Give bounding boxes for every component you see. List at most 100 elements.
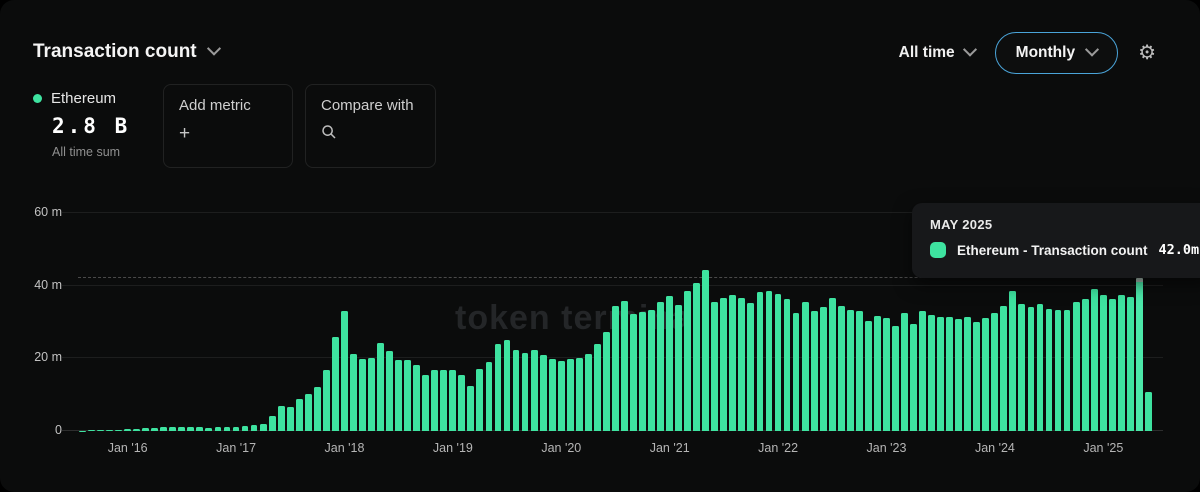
bar-2019-04[interactable]	[476, 368, 484, 431]
add-metric-button[interactable]: Add metric +	[163, 84, 293, 168]
bar-2022-03[interactable]	[792, 312, 800, 431]
bar-2019-10[interactable]	[530, 350, 538, 431]
bar-2021-09[interactable]	[738, 298, 746, 431]
bar-2021-12[interactable]	[765, 291, 773, 431]
bar-2022-06[interactable]	[819, 307, 827, 431]
bar-2016-07[interactable]	[178, 427, 186, 431]
bar-2020-10[interactable]	[639, 312, 646, 431]
bar-2021-07[interactable]	[720, 298, 728, 431]
bar-2018-08[interactable]	[404, 360, 412, 431]
bar-2015-09[interactable]	[88, 430, 95, 431]
bar-2016-01[interactable]	[124, 429, 131, 431]
bar-2023-02[interactable]	[892, 325, 899, 431]
bar-2022-10[interactable]	[855, 311, 863, 431]
bar-2015-12[interactable]	[115, 429, 122, 431]
bar-2023-11[interactable]	[973, 322, 981, 431]
bar-2018-03[interactable]	[359, 359, 366, 431]
bar-2015-10[interactable]	[97, 430, 104, 431]
bar-2016-08[interactable]	[187, 426, 195, 431]
bar-2023-01[interactable]	[882, 318, 890, 431]
bar-2024-06[interactable]	[1036, 303, 1044, 431]
bar-2024-10[interactable]	[1072, 302, 1080, 431]
bar-2022-08[interactable]	[837, 306, 845, 431]
bar-2023-07[interactable]	[937, 317, 945, 431]
bar-2021-05[interactable]	[702, 269, 710, 431]
bar-2017-02[interactable]	[241, 425, 249, 431]
bar-2024-09[interactable]	[1063, 309, 1071, 431]
bar-2020-12[interactable]	[657, 301, 664, 431]
bar-2016-09[interactable]	[196, 427, 204, 431]
bar-2025-06[interactable]	[1144, 391, 1152, 431]
bar-2025-03[interactable]	[1117, 295, 1125, 431]
bar-2024-01[interactable]	[991, 312, 999, 431]
bar-2018-07[interactable]	[395, 360, 402, 431]
bar-2017-01[interactable]	[232, 426, 240, 431]
metric-title-dropdown[interactable]: Transaction count	[33, 41, 221, 63]
ethereum-metric-card[interactable]: Ethereum 2.8 B All time sum	[33, 90, 155, 159]
bar-2021-04[interactable]	[693, 283, 701, 431]
bar-2025-04[interactable]	[1126, 296, 1134, 431]
bar-2020-01[interactable]	[557, 360, 565, 431]
bar-2019-07[interactable]	[503, 339, 511, 431]
bar-2022-11[interactable]	[864, 320, 872, 431]
bar-2022-01[interactable]	[774, 294, 782, 431]
bar-2016-03[interactable]	[142, 428, 150, 431]
bar-2024-05[interactable]	[1027, 307, 1035, 431]
bar-2022-04[interactable]	[801, 302, 809, 431]
bar-2018-10[interactable]	[422, 375, 430, 431]
bar-2021-03[interactable]	[684, 290, 692, 431]
bar-2017-08[interactable]	[295, 399, 303, 431]
bar-2022-09[interactable]	[846, 310, 854, 431]
bar-2018-12[interactable]	[440, 370, 448, 431]
bar-2021-01[interactable]	[666, 296, 673, 431]
bar-2015-08[interactable]	[79, 430, 86, 431]
bar-2020-11[interactable]	[648, 310, 655, 431]
bar-2019-12[interactable]	[548, 358, 556, 431]
bar-2025-02[interactable]	[1108, 298, 1116, 431]
bar-2017-04[interactable]	[259, 423, 267, 431]
bar-2024-07[interactable]	[1045, 308, 1053, 431]
bar-2020-04[interactable]	[584, 353, 592, 431]
compare-with-button[interactable]: Compare with	[305, 84, 436, 168]
bar-2017-12[interactable]	[331, 336, 339, 431]
bar-2023-09[interactable]	[955, 319, 963, 431]
settings-gear-icon[interactable]: ⚙	[1138, 42, 1156, 64]
bar-2016-12[interactable]	[223, 427, 231, 431]
bar-2020-03[interactable]	[575, 357, 583, 431]
bar-2020-07[interactable]	[611, 305, 619, 431]
bar-2023-05[interactable]	[919, 310, 926, 431]
bar-2023-06[interactable]	[928, 314, 935, 431]
bar-2021-10[interactable]	[747, 303, 755, 431]
bar-2016-10[interactable]	[205, 427, 213, 431]
bar-2018-09[interactable]	[413, 365, 421, 431]
time-range-dropdown[interactable]: All time	[899, 42, 977, 62]
bar-2023-04[interactable]	[910, 323, 917, 431]
bar-2024-08[interactable]	[1054, 310, 1062, 431]
bar-2022-02[interactable]	[783, 299, 791, 431]
bar-2019-06[interactable]	[494, 343, 502, 431]
bar-2017-07[interactable]	[286, 407, 294, 431]
bar-2020-02[interactable]	[566, 359, 574, 431]
bar-2017-05[interactable]	[268, 416, 276, 431]
bar-2025-05[interactable]	[1135, 278, 1143, 431]
bar-2024-02[interactable]	[1000, 306, 1008, 431]
bar-2023-03[interactable]	[901, 312, 908, 431]
bar-2023-08[interactable]	[946, 317, 954, 431]
bar-2020-08[interactable]	[621, 300, 628, 431]
bar-2015-11[interactable]	[106, 430, 113, 431]
bar-2019-02[interactable]	[458, 374, 466, 431]
bar-2024-03[interactable]	[1009, 291, 1017, 431]
granularity-dropdown[interactable]: Monthly	[994, 32, 1119, 74]
bar-2021-02[interactable]	[675, 304, 683, 431]
bar-2023-12[interactable]	[982, 318, 990, 431]
bar-2025-01[interactable]	[1099, 295, 1107, 431]
bar-2021-08[interactable]	[729, 295, 737, 431]
bar-2019-03[interactable]	[467, 386, 475, 431]
bar-2018-05[interactable]	[377, 343, 384, 431]
bar-2020-09[interactable]	[630, 314, 637, 431]
bar-2019-05[interactable]	[485, 361, 493, 431]
bar-2017-06[interactable]	[277, 406, 285, 431]
bar-2017-03[interactable]	[250, 425, 258, 431]
bar-2024-04[interactable]	[1018, 303, 1026, 431]
bar-2024-11[interactable]	[1081, 298, 1089, 431]
